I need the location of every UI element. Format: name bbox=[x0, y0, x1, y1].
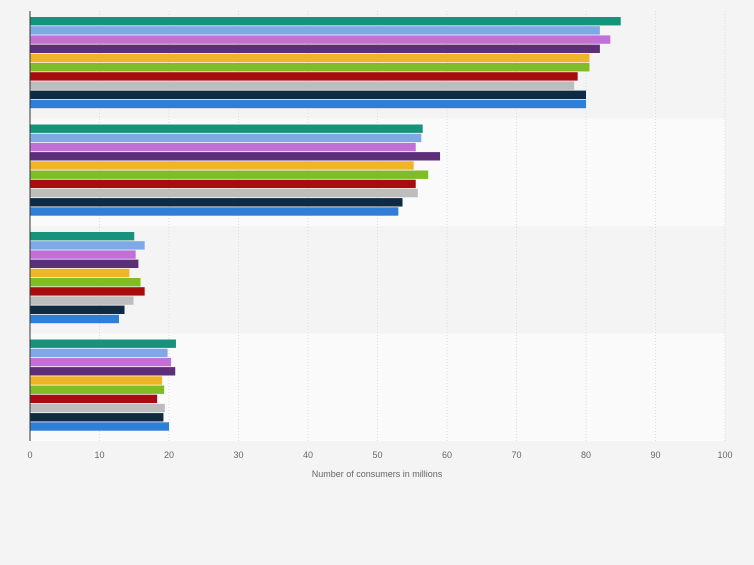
bar[interactable] bbox=[30, 188, 418, 198]
x-tick-label: 20 bbox=[164, 450, 174, 460]
bar[interactable] bbox=[30, 179, 416, 189]
bar[interactable] bbox=[30, 152, 441, 161]
bar[interactable] bbox=[30, 376, 163, 385]
bar[interactable] bbox=[30, 413, 164, 422]
bar[interactable] bbox=[30, 357, 172, 367]
bar[interactable] bbox=[30, 232, 135, 241]
bar[interactable] bbox=[30, 207, 399, 216]
bar[interactable] bbox=[30, 90, 586, 99]
bar[interactable] bbox=[30, 287, 145, 296]
x-tick-label: 90 bbox=[650, 450, 660, 460]
x-tick-label: 50 bbox=[372, 450, 382, 460]
bar[interactable] bbox=[30, 142, 416, 152]
bar[interactable] bbox=[30, 348, 168, 358]
bar[interactable] bbox=[30, 250, 136, 259]
bar[interactable] bbox=[30, 170, 429, 179]
bar[interactable] bbox=[30, 367, 176, 376]
bar[interactable] bbox=[30, 44, 600, 53]
x-tick-label: 30 bbox=[233, 450, 243, 460]
bar[interactable] bbox=[30, 133, 422, 143]
bar[interactable] bbox=[30, 296, 134, 305]
bar[interactable] bbox=[30, 394, 158, 404]
bar[interactable] bbox=[30, 305, 125, 314]
category-band bbox=[30, 226, 725, 334]
bar[interactable] bbox=[30, 268, 130, 278]
bar[interactable] bbox=[30, 53, 590, 63]
bar[interactable] bbox=[30, 72, 578, 81]
bar[interactable] bbox=[30, 385, 165, 394]
bar[interactable] bbox=[30, 35, 611, 44]
bar[interactable] bbox=[30, 314, 119, 324]
bar[interactable] bbox=[30, 26, 600, 35]
x-axis-title: Number of consumers in millions bbox=[312, 469, 443, 479]
bar[interactable] bbox=[30, 339, 176, 348]
bar[interactable] bbox=[30, 422, 169, 431]
bar[interactable] bbox=[30, 63, 590, 72]
x-tick-label: 10 bbox=[94, 450, 104, 460]
bar[interactable] bbox=[30, 198, 403, 207]
bar[interactable] bbox=[30, 259, 139, 268]
bar[interactable] bbox=[30, 81, 575, 90]
bar[interactable] bbox=[30, 278, 141, 287]
x-tick-label: 0 bbox=[27, 450, 32, 460]
x-tick-label: 60 bbox=[442, 450, 452, 460]
bar[interactable] bbox=[30, 124, 423, 133]
bar[interactable] bbox=[30, 403, 165, 413]
x-tick-label: 100 bbox=[717, 450, 732, 460]
bar[interactable] bbox=[30, 161, 414, 170]
bar[interactable] bbox=[30, 99, 586, 109]
x-tick-label: 70 bbox=[511, 450, 521, 460]
bar[interactable] bbox=[30, 241, 145, 250]
x-tick-label: 40 bbox=[303, 450, 313, 460]
bar[interactable] bbox=[30, 17, 621, 26]
x-tick-label: 80 bbox=[581, 450, 591, 460]
